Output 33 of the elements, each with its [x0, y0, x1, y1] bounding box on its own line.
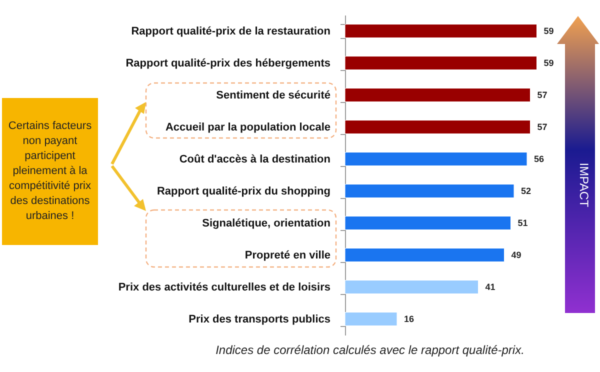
y-tick-label: Rapport qualité-prix des hébergements [126, 58, 330, 70]
data-label: 57 [537, 90, 548, 100]
data-label: 57 [537, 122, 548, 132]
y-tick-label: Prix des transports publics [188, 314, 330, 326]
data-label: 51 [518, 218, 528, 228]
text: Certains facteurs non payant participent pleinement à la compétitivité prix des destinations urbaines ! [2, 98, 98, 245]
y-tick-label: Coût d'accès à la destination [179, 154, 331, 166]
bar [344, 248, 504, 262]
bar [344, 184, 514, 198]
y-tick-label: Propreté en ville [244, 250, 330, 262]
text: Indices de corrélation calculés avec le rapport qualité-prix. [214, 343, 526, 357]
data-label: 52 [521, 186, 532, 196]
data-label: 59 [544, 58, 554, 68]
bar [344, 24, 537, 38]
data-label: 41 [485, 282, 496, 292]
y-tick-label: Sentiment de sécurité [216, 90, 330, 102]
bar [344, 56, 537, 70]
y-tick-label: Rapport qualité-prix de la restauration [131, 26, 331, 38]
data-label: 16 [404, 314, 414, 324]
bar [344, 120, 530, 134]
bar [344, 280, 478, 294]
data-label: 59 [544, 26, 554, 36]
bar [344, 312, 398, 326]
y-tick-label: Prix des activités culturelles et de loisirs [118, 282, 330, 294]
data-label: 49 [511, 250, 522, 260]
bar [344, 88, 530, 102]
y-tick-label: Accueil par la population locale [165, 122, 330, 134]
y-tick-label: Rapport qualité-prix du shopping [156, 186, 330, 198]
bar [344, 216, 511, 230]
y-tick-label: Signalétique, orientation [202, 218, 331, 230]
bar [344, 152, 528, 166]
data-label: 56 [534, 154, 544, 164]
text: IMPACT [577, 162, 592, 208]
